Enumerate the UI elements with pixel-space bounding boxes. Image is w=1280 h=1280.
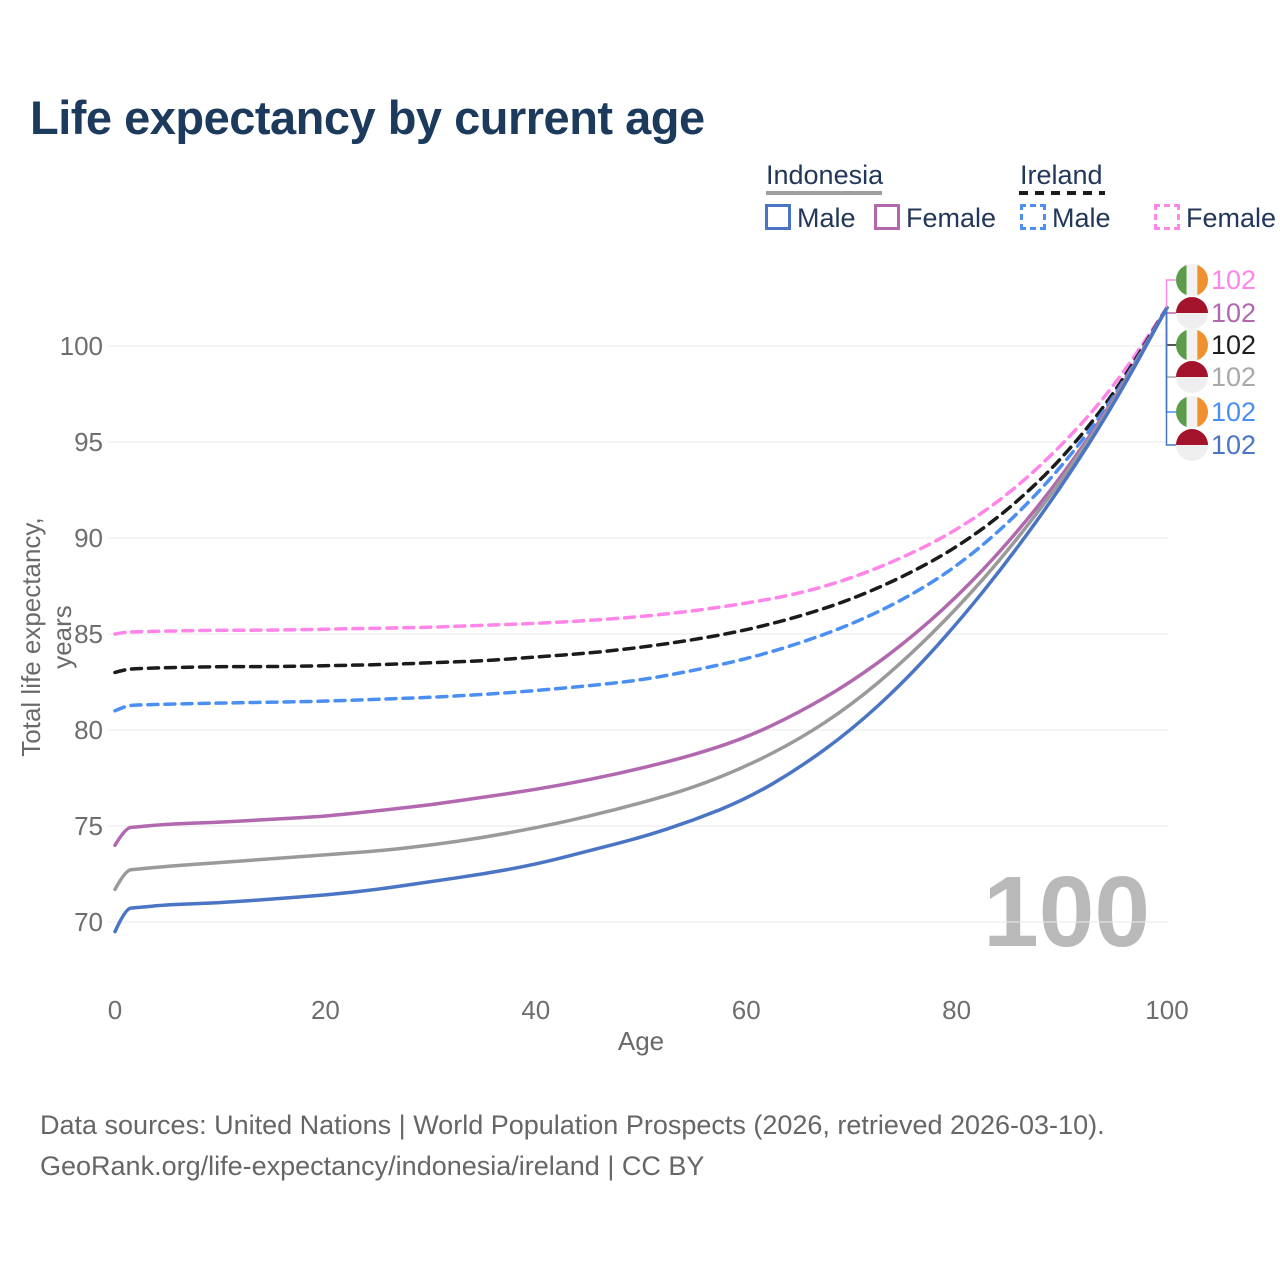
end-label-value-indonesia-male[interactable]: 102 xyxy=(1211,430,1256,460)
legend-swatch-ireland-male[interactable] xyxy=(1020,204,1046,230)
hover-age-watermark: 100 xyxy=(983,856,1150,968)
legend-ireland-underline xyxy=(1019,191,1105,195)
legend-group-indonesia-label[interactable]: Indonesia xyxy=(766,160,884,190)
indonesia-flag-icon xyxy=(1176,297,1208,329)
x-axis-title: Age xyxy=(617,1026,665,1056)
series-line-indonesia-female[interactable] xyxy=(113,305,1169,847)
footer-attribution-link[interactable]: GeoRank.org/life-expectancy/indonesia/ir… xyxy=(40,1151,705,1181)
end-label-value-indonesia[interactable]: 102 xyxy=(1211,362,1256,392)
series-line-indonesia-male[interactable] xyxy=(113,305,1169,934)
legend-label-indonesia-male[interactable]: Male xyxy=(797,203,856,233)
end-label-connector-ireland-male xyxy=(1165,307,1176,413)
series-line-ireland[interactable] xyxy=(113,305,1169,675)
series-line-ireland-female[interactable] xyxy=(113,305,1169,636)
ireland-flag-icon xyxy=(1176,329,1208,361)
x-tick-80: 80 xyxy=(942,995,971,1025)
legend-swatch-indonesia-male[interactable] xyxy=(765,204,791,230)
y-tick-75: 75 xyxy=(74,811,103,841)
x-tick-100: 100 xyxy=(1145,995,1188,1025)
series-line-indonesia[interactable] xyxy=(113,305,1169,892)
end-label-connector-ireland-female xyxy=(1165,279,1176,308)
indonesia-flag-icon xyxy=(1176,361,1208,393)
y-tick-90: 90 xyxy=(74,523,103,553)
y-tick-70: 70 xyxy=(74,907,103,937)
end-label-connector-indonesia xyxy=(1165,307,1176,378)
series-line-ireland-male[interactable] xyxy=(113,305,1169,713)
x-tick-60: 60 xyxy=(732,995,761,1025)
y-tick-95: 95 xyxy=(74,427,103,457)
x-tick-40: 40 xyxy=(521,995,550,1025)
legend-swatch-ireland-female[interactable] xyxy=(1154,204,1180,230)
legend-group-ireland-label[interactable]: Ireland xyxy=(1020,160,1103,190)
footer-data-sources: Data sources: United Nations | World Pop… xyxy=(40,1110,1105,1140)
y-tick-80: 80 xyxy=(74,715,103,745)
y-tick-100: 100 xyxy=(60,331,103,361)
end-label-value-ireland-male[interactable]: 102 xyxy=(1211,397,1256,427)
x-tick-20: 20 xyxy=(311,995,340,1025)
legend-swatch-indonesia-female[interactable] xyxy=(874,204,900,230)
x-tick-0: 0 xyxy=(108,995,122,1025)
ireland-flag-icon xyxy=(1176,264,1208,296)
end-label-connector-indonesia-male xyxy=(1165,307,1176,446)
end-label-value-ireland-female[interactable]: 102 xyxy=(1211,265,1256,295)
indonesia-flag-icon xyxy=(1176,429,1208,461)
legend-label-indonesia-female[interactable]: Female xyxy=(906,203,997,233)
chart-title: Life expectancy by current age xyxy=(30,91,705,144)
ireland-flag-icon xyxy=(1176,396,1208,428)
end-label-value-indonesia-female[interactable]: 102 xyxy=(1211,298,1256,328)
legend-indonesia-underline xyxy=(766,191,882,195)
y-tick-85: 85 xyxy=(74,619,103,649)
legend-label-ireland-male[interactable]: Male xyxy=(1052,203,1111,233)
end-label-value-ireland[interactable]: 102 xyxy=(1211,330,1256,360)
legend-label-ireland-female[interactable]: Female xyxy=(1186,203,1277,233)
